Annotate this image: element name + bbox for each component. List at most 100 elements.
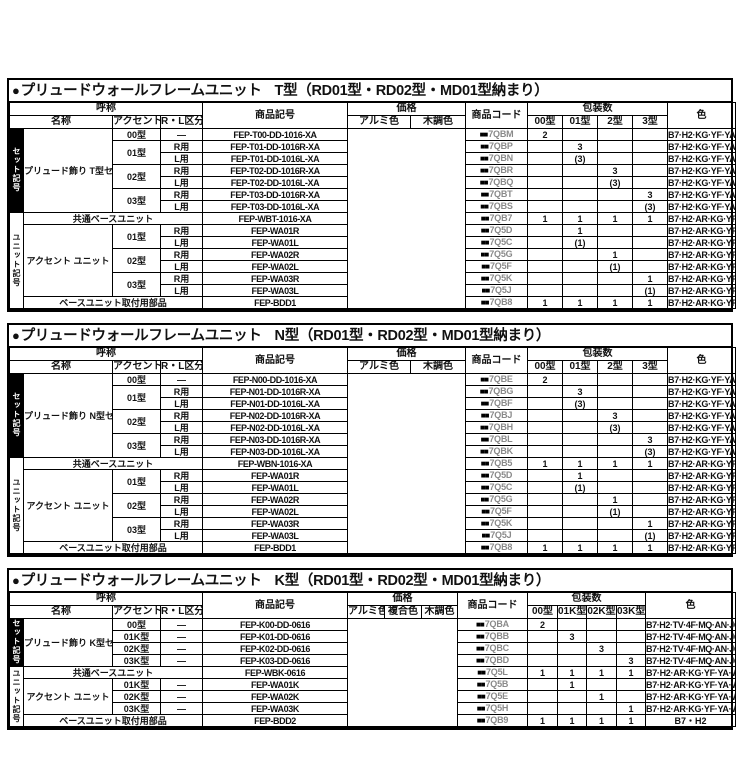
pack-qty-cell: (1) — [597, 505, 633, 518]
color-codes-cell: B7·H2·AR·KG·YF·YA·W6 — [667, 224, 736, 237]
pack-qty-cell — [527, 493, 563, 506]
pack-qty-cell — [527, 224, 563, 237]
product-code-text: 7Q5L — [485, 667, 508, 678]
price-mask-squares-icon: ■■ — [479, 387, 489, 396]
product-code-cell: ■■7QBM — [465, 128, 528, 141]
product-code-text: 7QBH — [488, 422, 513, 433]
product-code-cell: ■■7QB8 — [465, 296, 528, 309]
product-code-text: 7QBJ — [489, 410, 513, 421]
product-code-cell: ■■7QBE — [465, 373, 528, 386]
product-symbol-cell: FEP-WA03R — [202, 272, 348, 285]
product-code-cell: ■■7QBQ — [465, 176, 528, 189]
color-codes-cell: B7·H2·AR·KG·YF·YA·W6 — [667, 212, 736, 225]
pack-qty-cell — [632, 224, 668, 237]
pack-qty-cell — [616, 618, 646, 631]
product-code-cell: ■■7Q5L — [457, 666, 528, 679]
header-designation: 呼称 — [9, 102, 203, 116]
product-code-text: 7Q5D — [489, 225, 513, 236]
price-mask-squares-icon: ■■ — [480, 142, 489, 151]
color-codes-cell: B7·H2·KG·YF·YA·W6 — [667, 385, 736, 398]
price-mask-squares-icon: ■■ — [480, 543, 490, 552]
name-cell: アクセント ユニット — [23, 678, 113, 715]
table-row: L用 FEP-T03-DD-1016L-XA ■■7QBS (3) B7·H2·KG·Y… — [10, 200, 736, 213]
product-code-cell: ■■7QBL — [465, 433, 528, 446]
unit-symbol-label: ユニット記号 — [9, 457, 24, 554]
product-symbol-cell: FEP-T02-DD-1016L-XA — [202, 176, 348, 189]
header-price-col: 木調色 — [410, 360, 466, 374]
product-code-text: 7QBL — [489, 434, 513, 445]
product-symbol-cell: FEP-WA02R — [202, 493, 348, 506]
table-k-title-range: K型（RD01型・RD02型・MD01型納まり） — [274, 573, 551, 589]
name-cell: アクセント ユニット — [23, 224, 113, 297]
pack-qty-cell: 1 — [597, 493, 633, 506]
rl-cell: R用 — [160, 188, 203, 201]
product-code-cell: ■■7Q5K — [465, 517, 528, 530]
color-codes-cell: B7·H2·KG·YF·YA·W6 — [667, 188, 736, 201]
pack-qty-cell — [527, 529, 563, 542]
table-n-title: ●プリュードウォールフレームユニット N型（RD01型・RD02型・MD01型納ま… — [9, 325, 731, 347]
price-mask-squares-icon: ■■ — [480, 459, 490, 468]
price-mask-squares-icon: ■■ — [480, 423, 489, 432]
pack-qty-cell — [632, 140, 668, 153]
product-code-text: 7QBN — [488, 153, 513, 164]
product-code-cell: ■■7Q5G — [465, 248, 528, 261]
pack-qty-cell — [632, 164, 668, 177]
pack-qty-cell — [597, 517, 633, 530]
color-codes-cell: B7·H2·KG·YF·YA·W6 — [667, 200, 736, 213]
product-symbol-cell: FEP-N00-DD-1016-XA — [202, 373, 348, 386]
product-code-cell: ■■7Q5F — [465, 260, 528, 273]
color-codes-cell: B7·H2·KG·YF·YA·W6 — [667, 140, 736, 153]
product-code-cell: ■■7QB9 — [457, 714, 528, 727]
rl-cell: L用 — [160, 260, 203, 273]
unit-symbol-label: ユニット記号 — [9, 666, 24, 727]
table-row: 03型 R用 FEP-N03-DD-1016R-XA ■■7QBL 3 B7·H2·KG·… — [10, 433, 736, 458]
pack-qty-cell: 1 — [527, 457, 563, 470]
catalog-table: 呼称 商品記号 価格 商品コード 包装数色名称 アクセント R・L区分 アルミ色 木調色 00型 0… — [9, 102, 736, 309]
rl-cell: L用 — [160, 397, 203, 410]
product-symbol-cell: FEP-N03-DD-1016L-XA — [202, 445, 348, 458]
accent-cell: 00型 — [112, 128, 161, 141]
rl-cell: — — [160, 654, 203, 667]
pack-qty-cell — [562, 445, 598, 458]
product-code-cell: ■■7Q5D — [465, 224, 528, 237]
price-mask-squares-icon: ■■ — [476, 704, 486, 713]
product-symbol-cell: FEP-WA01L — [202, 481, 348, 494]
product-symbol-cell: FEP-N03-DD-1016R-XA — [202, 433, 348, 446]
product-code-cell: ■■7QBB — [457, 630, 528, 643]
pack-qty-cell — [586, 630, 617, 643]
product-symbol-cell: FEP-N02-DD-1016R-XA — [202, 409, 348, 422]
product-code-cell: ■■7Q5C — [465, 481, 528, 494]
rl-cell: L用 — [160, 200, 203, 213]
pack-qty-cell: 3 — [616, 654, 646, 667]
pack-qty-cell — [562, 373, 598, 386]
pack-qty-cell: 1 — [557, 714, 587, 727]
accent-cell: 00型 — [112, 373, 161, 386]
table-row: アクセント ユニット 01型 R用 FEP-WA01R ■■7Q5D 1 B7·H2·AR·… — [10, 224, 736, 297]
accent-cell: 00型 — [112, 618, 161, 631]
pack-qty-cell — [527, 654, 558, 667]
accent-cell: 02型 — [112, 409, 161, 434]
table-n-section: ●プリュードウォールフレームユニット N型（RD01型・RD02型・MD01型納ま… — [7, 323, 736, 557]
pack-qty-cell: (3) — [632, 200, 668, 213]
product-symbol-cell: FEP-T03-DD-1016R-XA — [202, 188, 348, 201]
pack-qty-cell — [562, 272, 598, 285]
pack-qty-cell: 2 — [527, 128, 563, 141]
pack-qty-cell — [527, 702, 558, 715]
color-codes-cell: B7·H2·AR·KG·YF·YA·W6 — [667, 493, 736, 506]
color-codes-cell: B7·H2·AR·KG·YF·YA·W6 — [667, 284, 736, 297]
pack-qty-cell: (1) — [562, 481, 598, 494]
product-code-cell: ■■7Q5B — [457, 678, 528, 691]
pack-qty-cell: 1 — [632, 296, 668, 309]
pack-qty-cell: 3 — [597, 409, 633, 422]
rl-cell: L用 — [160, 236, 203, 249]
header-designation: 呼称 — [9, 347, 203, 361]
product-symbol-cell: FEP-WA03L — [202, 529, 348, 542]
pack-qty-cell — [562, 284, 598, 297]
pack-qty-cell — [562, 248, 598, 261]
accent-cell: 01型 — [112, 140, 161, 165]
price-mask-squares-icon: ■■ — [481, 262, 490, 271]
pack-qty-cell — [632, 152, 668, 165]
pack-qty-cell — [597, 188, 633, 201]
